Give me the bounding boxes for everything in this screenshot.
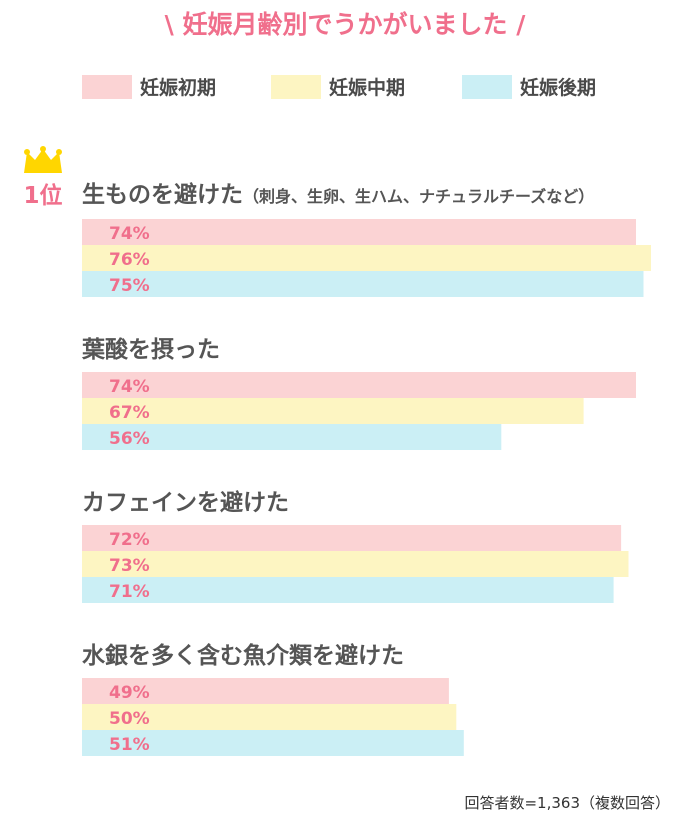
legend-label-3: 妊娠後期 xyxy=(520,76,596,99)
category-label-note: （刺身、生卵、生ハム、ナチュラルチーズなど） xyxy=(243,187,594,206)
crown-icon-point-3 xyxy=(56,149,62,155)
bar-4-3 xyxy=(82,730,464,756)
bar-3-1 xyxy=(82,525,622,551)
chart-title: \ 妊娠月齢別でうかがいました / xyxy=(165,10,527,39)
crown-icon-point-2 xyxy=(40,146,46,152)
bar-value-label-2-2: 67% xyxy=(109,403,150,423)
bar-groups: 1位 生ものを避けた（刺身、生卵、生ハム、ナチュラルチーズなど） 74% 76% 75%… xyxy=(23,146,651,756)
bar-1-1 xyxy=(82,219,636,245)
bar-4-1 xyxy=(82,678,449,704)
bar-2-2 xyxy=(82,398,584,424)
category-label-4: 水銀を多く含む魚介類を避けた xyxy=(82,642,404,669)
bar-2-3 xyxy=(82,424,502,450)
category-label-main: 水銀を多く含む魚介類を避けた xyxy=(82,642,404,669)
bar-value-label-3-2: 73% xyxy=(109,556,150,576)
rank-label: 1位 xyxy=(23,182,62,209)
category-label-main: カフェインを避けた xyxy=(82,489,289,516)
category-label-1: 生ものを避けた（刺身、生卵、生ハム、ナチュラルチーズなど） xyxy=(82,181,594,208)
bar-3-2 xyxy=(82,551,629,577)
legend-label-1: 妊娠初期 xyxy=(140,76,216,99)
bar-group-2: 葉酸を摂った 74% 67% 56% xyxy=(81,337,636,450)
bar-value-label-1-1: 74% xyxy=(109,224,150,244)
bar-value-label-4-1: 49% xyxy=(109,683,150,703)
bar-4-2 xyxy=(82,704,457,730)
bar-3-3 xyxy=(82,577,614,603)
bar-group-1: 1位 生ものを避けた（刺身、生卵、生ハム、ナチュラルチーズなど） 74% 76% 75% xyxy=(23,146,651,297)
bar-1-3 xyxy=(82,271,644,297)
crown-icon xyxy=(24,149,62,173)
bar-value-label-3-3: 71% xyxy=(109,582,150,602)
bar-value-label-3-1: 72% xyxy=(109,530,150,550)
category-label-main: 葉酸を摂った xyxy=(81,337,220,363)
bar-group-4: 水銀を多く含む魚介類を避けた 49% 50% 51% xyxy=(82,642,464,756)
bar-value-label-4-2: 50% xyxy=(109,709,150,729)
bar-value-label-4-3: 51% xyxy=(109,735,150,755)
bar-group-3: カフェインを避けた 72% 73% 71% xyxy=(82,489,629,603)
bar-1-2 xyxy=(82,245,651,271)
bar-2-1 xyxy=(82,372,636,398)
bar-value-label-2-1: 74% xyxy=(109,377,150,397)
category-label-main: 生ものを避けた xyxy=(82,181,243,208)
legend: 妊娠初期 妊娠中期 妊娠後期 xyxy=(82,75,596,99)
category-label-2: 葉酸を摂った xyxy=(81,337,220,363)
crown-icon-point-1 xyxy=(24,149,30,155)
bar-value-label-1-2: 76% xyxy=(109,250,150,270)
legend-swatch-1 xyxy=(82,75,132,99)
legend-swatch-3 xyxy=(462,75,512,99)
legend-swatch-2 xyxy=(271,75,321,99)
category-label-3: カフェインを避けた xyxy=(82,489,289,516)
bar-value-label-1-3: 75% xyxy=(109,276,150,296)
legend-label-2: 妊娠中期 xyxy=(329,76,405,99)
bar-value-label-2-3: 56% xyxy=(109,429,150,449)
footnote: 回答者数=1,363（複数回答） xyxy=(464,794,670,812)
